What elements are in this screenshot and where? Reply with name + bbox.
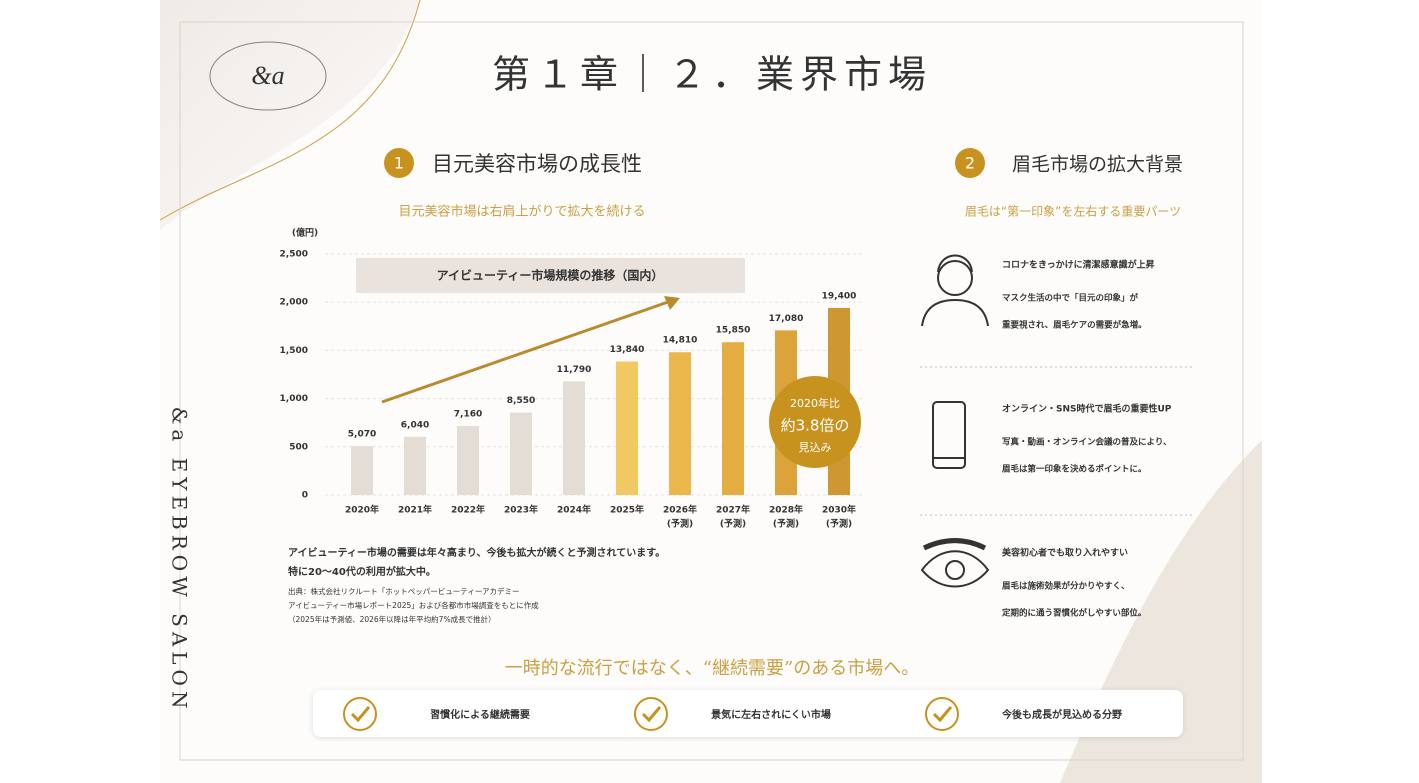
item-text: 写真・動画・オンライン会議の普及により、 — [1002, 437, 1172, 448]
value-label: 14,810 — [663, 336, 698, 346]
x-tick-label: 2027年 — [716, 504, 750, 516]
chart-title-box — [356, 258, 745, 293]
value-label: 19,400 — [822, 291, 857, 301]
trend-arrow — [381, 300, 669, 404]
y-tick-label: 500 — [289, 442, 308, 452]
item-title: コロナをきっかけに清潔感意識が上昇 — [1002, 259, 1155, 271]
section-number: 2 — [965, 154, 975, 173]
item-title: 美容初心者でも取り入れやすい — [1002, 547, 1128, 559]
unit-label: (億円) — [292, 227, 318, 239]
value-label: 5,070 — [348, 430, 376, 440]
badge — [384, 148, 414, 178]
x-tick-note: (予測) — [667, 518, 693, 530]
annotation: 約3.8倍の — [781, 417, 850, 435]
item-text: 眉毛は第一印象を決めるポイントに。 — [1002, 464, 1147, 475]
note: アイビューティー市場の需要は年々高まり、今後も拡大が続くと予測されています。 — [288, 546, 665, 559]
bar — [510, 412, 532, 495]
value-label: 17,080 — [769, 314, 804, 324]
x-tick-label: 2026年 — [663, 504, 697, 516]
badge — [955, 148, 985, 178]
bar — [351, 446, 373, 495]
x-tick-label: 2021年 — [398, 504, 432, 516]
page-title: 第１章｜２．業界市場 — [492, 53, 932, 97]
y-tick-label: 2,000 — [280, 298, 308, 308]
x-tick-note: (予測) — [773, 518, 799, 530]
x-tick-label: 2023年 — [504, 504, 538, 516]
check-icon — [343, 697, 377, 731]
side-label: &a EYEBROW SALON — [168, 407, 192, 714]
x-tick-label: 2022年 — [451, 504, 485, 516]
y-tick-label: 1,000 — [280, 394, 308, 404]
x-tick-note: (予測) — [720, 518, 746, 530]
value-label: 15,850 — [716, 326, 751, 336]
check-mark — [350, 706, 371, 723]
item-text: 眉毛は施術効果が分かりやすく、 — [1002, 581, 1130, 592]
value-label: 11,790 — [557, 365, 592, 375]
value-label: 8,550 — [507, 396, 535, 406]
section-heading: 眉毛市場の拡大背景 — [1012, 154, 1183, 176]
item-text: 定期的に通う習慣化がしやすい部位。 — [1001, 608, 1146, 619]
y-tick-label: 1,500 — [280, 346, 308, 356]
y-tick-label: 0 — [302, 491, 308, 501]
note: 特に20〜40代の利用が拡大中。 — [288, 565, 436, 578]
gold-vein — [159, 0, 421, 221]
bar — [669, 352, 691, 495]
highlight: 習慣化による継続需要 — [430, 708, 530, 721]
check-icon — [925, 697, 959, 731]
background — [160, 0, 1262, 783]
source: アイビューティー市場レポート2025」および各都市市場調査をもとに作成 — [288, 600, 539, 610]
annotation-badge — [769, 376, 861, 468]
highlight-box — [313, 690, 1183, 737]
y-tick-label: 2,500 — [280, 250, 308, 260]
section-number: 1 — [394, 154, 404, 173]
x-tick-label: 2030年 — [822, 504, 856, 516]
x-tick-label: 2025年 — [610, 504, 644, 516]
value-label: 7,160 — [454, 409, 482, 419]
chart-title: アイビューティー市場規模の推移（国内） — [437, 268, 664, 283]
bar — [616, 361, 638, 495]
value-label: 13,840 — [610, 345, 645, 355]
bar — [563, 381, 585, 495]
annotation: 2020年比 — [790, 396, 840, 410]
item-text: マスク生活の中で「目元の印象」が — [1002, 293, 1139, 304]
bar — [722, 342, 744, 495]
icons — [920, 254, 990, 588]
item-title: オンライン・SNS時代で眉毛の重要性UP — [1002, 403, 1172, 415]
logo: &a — [251, 61, 284, 90]
check-mark — [641, 706, 662, 723]
x-tick-note: (予測) — [826, 518, 852, 530]
x-tick-label: 2028年 — [769, 504, 803, 516]
x-tick-label: 2024年 — [557, 504, 591, 516]
tagline: 一時的な流行ではなく、“継続需要”のある市場へ。 — [505, 658, 919, 679]
check-mark — [932, 706, 953, 723]
section-subheading: 目元美容市場は右肩上がりで拡大を続ける — [398, 204, 645, 220]
arrow-head — [664, 296, 680, 310]
x-tick-label: 2020年 — [345, 504, 379, 516]
annotation: 見込み — [799, 441, 832, 454]
source: 出典：株式会社リクルート「ホットペッパービューティーアカデミー — [288, 586, 520, 596]
highlight: 今後も成長が見込める分野 — [1001, 708, 1122, 721]
section-subheading: 眉毛は“第一印象”を左右する重要パーツ — [965, 204, 1181, 219]
bar — [457, 425, 479, 495]
logo-ring — [209, 41, 327, 111]
frame — [179, 21, 1244, 761]
source: （2025年は予測値、2026年以降は年平均約7%成長で推計） — [288, 614, 496, 624]
item-text: 重要視され、眉毛ケアの需要が急増。 — [1002, 320, 1147, 331]
check-icon — [634, 697, 668, 731]
value-label: 6,040 — [401, 420, 429, 430]
bar — [404, 436, 426, 495]
highlight: 景気に左右されにくい市場 — [711, 708, 831, 721]
section-heading: 目元美容市場の成長性 — [432, 152, 642, 176]
marble — [160, 0, 420, 230]
